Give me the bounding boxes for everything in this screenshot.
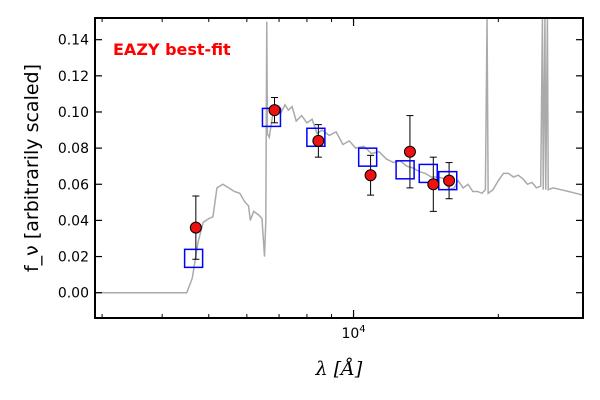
model-photometry-square	[395, 160, 415, 180]
y-tick-labels: 0.00 0.02 0.04 0.06 0.08 0.10 0.12 0.14	[58, 33, 89, 302]
plot-area	[95, 18, 583, 294]
y-tick-label: 0.02	[58, 250, 89, 266]
y-tick-label: 0.08	[58, 141, 89, 157]
model-spectrum-line	[95, 18, 583, 294]
y-tick-label: 0.04	[58, 213, 89, 229]
model-photometry-square	[438, 170, 458, 191]
axis-ticks	[95, 18, 584, 318]
observed-photometry-point	[312, 134, 325, 147]
y-tick-label: 0.00	[58, 286, 89, 302]
x-axis-label: λ [Å]	[315, 358, 363, 380]
x-tick-label: 104	[341, 324, 365, 342]
observed-photometry-point	[268, 104, 281, 117]
model-photometry-square	[183, 248, 204, 269]
observed-photometry-points	[189, 104, 456, 234]
y-axis-label: f_ν [arbitrarily scaled]	[21, 64, 43, 272]
observed-photometry-point	[189, 221, 202, 234]
y-tick-label: 0.06	[58, 177, 89, 193]
plot-frame	[94, 17, 584, 319]
model-photometry-squares	[183, 107, 458, 269]
y-tick-label: 0.14	[58, 33, 89, 49]
y-tick-label: 0.10	[58, 105, 89, 121]
observed-photometry-point	[443, 174, 456, 187]
y-tick-label: 0.12	[58, 69, 89, 85]
model-photometry-square	[357, 147, 378, 167]
observed-photometry-point	[403, 145, 416, 158]
observed-photometry-point	[427, 178, 440, 191]
x-tick-labels: 104	[341, 324, 365, 342]
annotation-eazy: EAZY best-fit	[113, 40, 231, 59]
observed-photometry-point	[364, 169, 377, 182]
